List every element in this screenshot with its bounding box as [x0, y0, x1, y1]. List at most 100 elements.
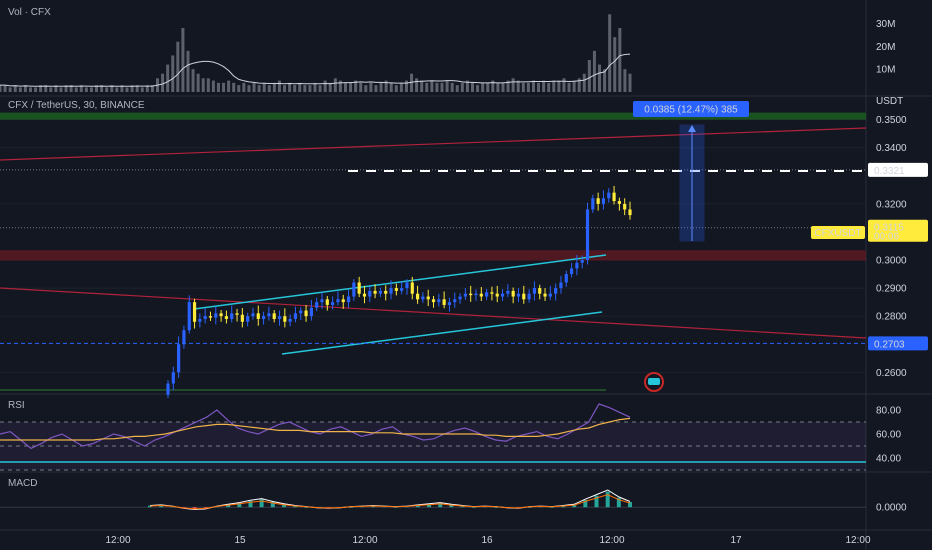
price-tag-white	[868, 162, 928, 177]
candle-body	[628, 209, 632, 216]
volume-bar	[531, 80, 535, 92]
volume-bar	[191, 69, 195, 92]
price-tick-label: 0.2600	[876, 368, 907, 379]
candle-body	[564, 274, 568, 283]
candle-body	[341, 299, 345, 303]
volume-bar	[308, 85, 312, 92]
zone-supply	[0, 250, 866, 261]
candle-body	[331, 302, 335, 305]
candle-body	[426, 296, 430, 300]
volume-bar	[364, 85, 368, 92]
volume-bar	[521, 82, 525, 92]
price-tag-label: 0.3115	[874, 223, 904, 234]
candle-body	[288, 318, 292, 322]
macd-histogram-bar	[226, 504, 231, 508]
price-tick-label: 0.3500	[876, 115, 907, 126]
time-tick-label: 12:00	[352, 535, 377, 546]
volume-bar	[613, 37, 617, 92]
volume-bar	[557, 80, 561, 92]
volume-title: Vol · CFX	[8, 7, 51, 18]
volume-bar	[323, 80, 327, 92]
candle-body	[224, 316, 229, 319]
volume-tick-label: 30M	[876, 19, 895, 30]
macd-tick-label: 0.0000	[876, 503, 907, 514]
volume-bar	[140, 87, 144, 92]
trendline-lower	[0, 287, 867, 339]
macd-histogram-bar	[415, 505, 420, 508]
volume-bar	[110, 85, 114, 92]
candle-body	[495, 293, 499, 297]
volume-bar	[222, 82, 226, 92]
volume-bar	[277, 80, 281, 92]
volume-tick-label: 10M	[876, 65, 895, 76]
candle-body	[522, 293, 526, 300]
candle-body	[277, 316, 282, 319]
volume-bar	[628, 73, 632, 92]
volume-bar	[369, 82, 373, 92]
candle-body	[315, 302, 319, 308]
volume-bar	[64, 85, 68, 92]
candle-body	[585, 209, 590, 261]
rsi-tick-label: 80.00	[876, 406, 901, 417]
candle-body	[447, 302, 452, 305]
volume-bar	[95, 85, 99, 92]
candle-body	[235, 313, 239, 315]
volume-bar	[501, 82, 505, 92]
volume-tick-label: 20M	[876, 42, 895, 53]
volume-bar	[211, 80, 215, 92]
volume-bar	[359, 82, 363, 92]
macd-histogram-bar	[281, 504, 286, 508]
candle-body	[410, 282, 414, 294]
candle-body	[548, 293, 552, 297]
macd-histogram-bar	[237, 503, 242, 508]
volume-bar	[623, 69, 627, 92]
volume-bar	[247, 85, 251, 92]
volume-bar	[288, 82, 292, 92]
candle-body	[208, 316, 213, 318]
symbol-tag-box	[811, 226, 865, 239]
candle-body	[485, 292, 489, 297]
measure-arrow-head	[688, 125, 696, 132]
candle-body	[166, 383, 170, 395]
volume-bar	[8, 87, 12, 92]
volume-bar	[267, 85, 271, 92]
volume-bar	[125, 87, 129, 92]
candle-body	[421, 296, 425, 300]
candle-body	[182, 330, 186, 345]
price-tag-blue	[868, 336, 928, 351]
volume-bar	[18, 87, 22, 92]
candle-body	[569, 268, 574, 275]
volume-bar	[161, 73, 165, 92]
macd-histogram-bar	[438, 503, 443, 508]
volume-bar	[577, 78, 581, 92]
macd-histogram-bar	[583, 499, 588, 508]
volume-bar	[227, 80, 231, 92]
candle-body	[532, 288, 537, 294]
volume-bar	[166, 64, 170, 92]
candle-body	[357, 282, 361, 294]
volume-bar	[592, 50, 596, 92]
macd-histogram-bar	[248, 500, 253, 508]
volume-bar	[333, 78, 337, 92]
candle-body	[437, 299, 441, 303]
event-icon-inner	[648, 378, 660, 385]
macd-histogram-bar	[270, 502, 275, 508]
rsi-tick-label: 60.00	[876, 430, 901, 441]
volume-bar	[404, 80, 408, 92]
volume-bar	[603, 69, 607, 92]
volume-bar	[100, 85, 104, 92]
volume-bar	[84, 87, 88, 92]
candle-body	[431, 299, 436, 303]
candle-body	[559, 282, 563, 289]
volume-bar	[206, 78, 210, 92]
price-tick-label: 0.2800	[876, 312, 907, 323]
price-tag-label: 0.3321	[874, 166, 905, 177]
volume-bar	[242, 82, 246, 92]
price-tag-yellow	[868, 219, 928, 242]
candle-body	[198, 318, 202, 322]
volume-bar	[135, 85, 139, 92]
candle-body	[214, 313, 218, 318]
candle-body	[490, 292, 494, 294]
macd-histogram-bar	[427, 504, 432, 508]
